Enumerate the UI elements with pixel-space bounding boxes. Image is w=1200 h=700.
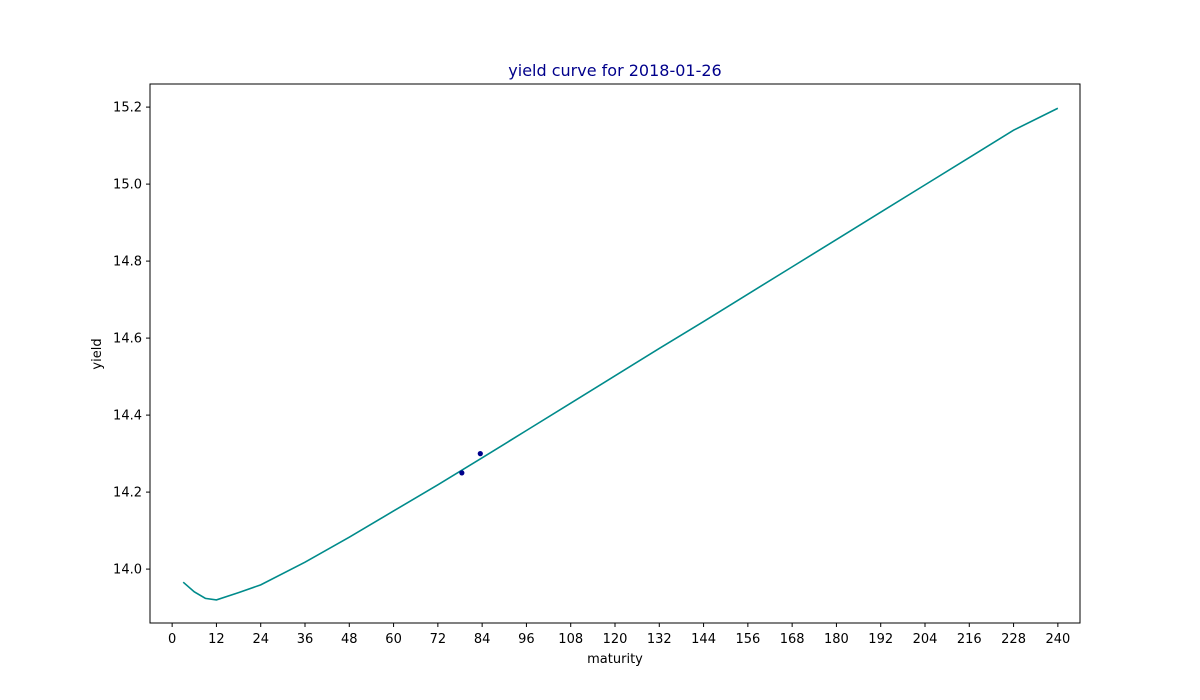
x-axis-label: maturity [587,652,643,667]
x-tick-label: 72 [430,632,447,647]
yield-observation-point [477,451,483,457]
x-tick-label: 144 [691,632,716,647]
x-tick-label: 0 [168,632,176,647]
x-tick-label: 48 [341,632,358,647]
x-axis-ticks: 0 12 24 36 48 60 72 84 96 108 120 132 144 156 168 180 19… [168,623,1070,647]
y-axis-label: yield [90,338,105,369]
series-layer [182,107,1059,601]
x-tick-label: 228 [1001,632,1026,647]
x-tick-label: 84 [474,632,491,647]
x-tick-label: 36 [297,632,314,647]
x-tick-label: 60 [385,632,402,647]
chart-title: yield curve for 2018-01-26 [508,61,721,80]
y-tick-label: 15.2 [113,101,142,116]
y-tick-label: 14.4 [113,409,142,424]
y-axis-ticks: 14.0 14.2 14.4 14.6 14.8 15.0 15.2 [113,101,150,578]
plot-area [149,83,1081,624]
x-tick-label: 168 [780,632,805,647]
x-tick-label: 12 [208,632,225,647]
y-tick-label: 14.0 [113,563,142,578]
x-tick-label: 24 [252,632,269,647]
yield-observation-point [459,470,465,476]
x-tick-label: 180 [824,632,849,647]
x-tick-label: 96 [518,632,535,647]
y-tick-label: 14.2 [113,486,142,501]
x-tick-label: 240 [1045,632,1070,647]
y-tick-label: 14.8 [113,255,142,270]
yield-curve-line [182,107,1059,601]
x-tick-label: 132 [647,632,672,647]
x-tick-label: 192 [868,632,893,647]
x-tick-label: 204 [913,632,938,647]
x-tick-label: 156 [735,632,760,647]
x-tick-label: 216 [957,632,982,647]
y-tick-label: 15.0 [113,178,142,193]
x-tick-label: 108 [558,632,583,647]
x-tick-label: 120 [603,632,628,647]
y-tick-label: 14.6 [113,332,142,347]
